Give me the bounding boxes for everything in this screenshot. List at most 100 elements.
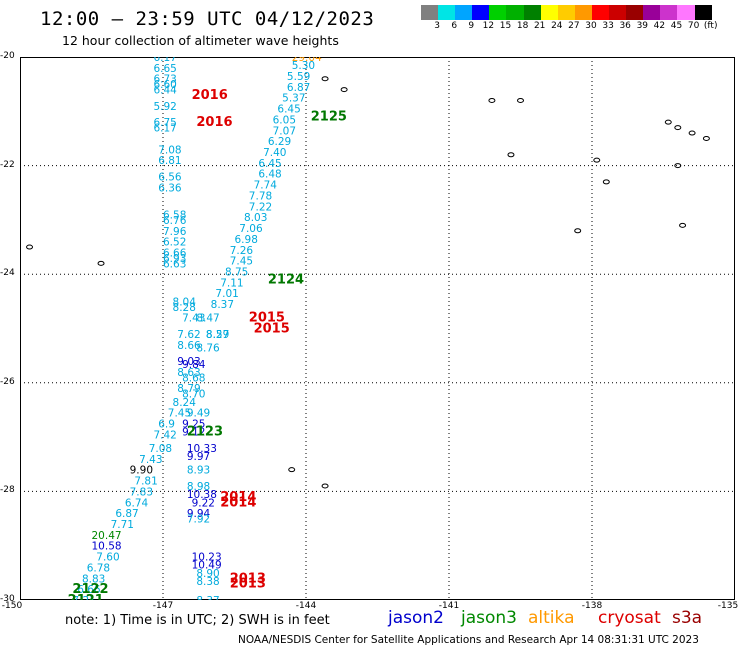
color-swatch bbox=[626, 5, 644, 20]
swh-value-track-b: 7.26 bbox=[230, 245, 254, 257]
mission-label: jason2 bbox=[388, 608, 444, 628]
island-outline bbox=[574, 228, 582, 234]
swh-value-track-c: 8.79 bbox=[177, 383, 200, 395]
pass-number-label: 2014 bbox=[220, 490, 256, 505]
island-outline bbox=[488, 97, 496, 103]
swh-value-track-b: 5.59 bbox=[287, 71, 310, 83]
swh-value-track-c: 8.37 bbox=[196, 595, 219, 600]
wave-height-map[interactable]: 6.176.656.736.606.445.926.756.177.086.81… bbox=[20, 57, 735, 600]
swh-value-track-c: 8.04 bbox=[173, 296, 197, 308]
pass-number-label: 2125 bbox=[311, 110, 347, 125]
swh-value-track-b: 29.04 bbox=[292, 57, 322, 64]
island-outline bbox=[593, 157, 601, 163]
swh-value-track-a: 6.65 bbox=[153, 63, 176, 75]
swh-value-track-c: 6.87 bbox=[115, 508, 138, 520]
color-scale-tick: 9 bbox=[468, 21, 475, 31]
mission-label: altika bbox=[528, 608, 575, 628]
swh-value-track-a: 6.44 bbox=[153, 85, 177, 97]
swh-value-track-b: 7.07 bbox=[273, 125, 296, 137]
footer-note: note: 1) Time is in UTC; 2) SWH is in fe… bbox=[65, 613, 330, 628]
swh-value-track-b: 7.45 bbox=[230, 256, 253, 268]
color-swatch bbox=[540, 5, 558, 20]
swh-value-track-a: 6.36 bbox=[158, 182, 182, 194]
color-scale-tick: 36 bbox=[619, 21, 631, 31]
swh-value-track-c: 9.49 bbox=[187, 408, 210, 420]
swh-value-track-b: 8.76 bbox=[196, 343, 220, 355]
swh-value-track-c: 6.66 bbox=[77, 584, 101, 596]
color-swatch bbox=[472, 5, 490, 20]
island-outline bbox=[679, 222, 687, 228]
island-outline bbox=[507, 152, 515, 158]
swh-value-track-b: 5.30 bbox=[292, 60, 315, 72]
swh-value-track-c: 7.21 bbox=[72, 595, 95, 600]
island-outline bbox=[288, 467, 296, 473]
latitude-tick: -30 bbox=[0, 594, 15, 604]
credit-line: NOAA/NESDIS Center for Satellite Applica… bbox=[238, 634, 699, 646]
swh-value-track-a: 6.93 bbox=[163, 253, 186, 265]
mission-label: cryosat bbox=[598, 608, 661, 628]
swh-value-track-c: 7.81 bbox=[134, 476, 157, 488]
swh-value-track-c: 8.38 bbox=[196, 576, 219, 588]
swh-value-track-b: 8.03 bbox=[244, 212, 267, 224]
latitude-tick: -28 bbox=[0, 485, 15, 496]
color-scale-tick: 70 bbox=[687, 21, 700, 31]
swh-value-track-c: 9.25 bbox=[182, 419, 205, 431]
swh-value-track-c: 8.27 bbox=[206, 329, 229, 341]
island-outline bbox=[602, 179, 610, 185]
swh-value-track-b: 7.22 bbox=[249, 201, 272, 213]
latitude-tick: -22 bbox=[0, 159, 15, 170]
swh-value-track-c: 7.83 bbox=[130, 486, 153, 498]
swh-value-track-a: 6.52 bbox=[163, 237, 186, 249]
swh-value-track-c: 9.94 bbox=[187, 508, 211, 520]
island-outline bbox=[702, 135, 710, 141]
color-scale-tick: 45 bbox=[670, 21, 683, 31]
pass-number-label: 2121 bbox=[68, 593, 104, 600]
color-swatch bbox=[438, 5, 456, 20]
color-scale-tick: 24 bbox=[551, 21, 563, 31]
longitude-tick: -144 bbox=[295, 601, 317, 611]
swh-value-track-a: 7.96 bbox=[163, 226, 187, 238]
longitude-tick: -141 bbox=[438, 601, 460, 611]
swh-value-track-a: 7.08 bbox=[158, 144, 181, 156]
latitude-tick: -20 bbox=[0, 51, 15, 61]
swh-value-track-a: 6.66 bbox=[163, 247, 187, 259]
color-swatch bbox=[557, 5, 575, 20]
map-border bbox=[20, 57, 735, 600]
color-scale-tick: (ft) bbox=[703, 21, 718, 31]
swh-value-track-c: 8.90 bbox=[196, 568, 219, 580]
color-scale-tick: 33 bbox=[602, 21, 614, 31]
pass-number-label: 2013 bbox=[230, 571, 266, 586]
swh-value-track-c: 8.70 bbox=[182, 389, 205, 401]
color-swatch bbox=[609, 5, 627, 20]
swh-value-track-c: 6.74 bbox=[125, 497, 149, 509]
swh-value-track-c: 8.63 bbox=[177, 367, 200, 379]
swh-value-track-c: 7.60 bbox=[96, 552, 119, 564]
swh-value-track-c: 10.38 bbox=[187, 489, 217, 501]
mission-label: s3a bbox=[672, 608, 703, 628]
mission-label: jason3 bbox=[461, 608, 517, 628]
swh-value-track-a: 6.81 bbox=[158, 155, 181, 167]
swh-value-track-c: 8.47 bbox=[196, 313, 219, 325]
color-scale-tick: 12 bbox=[482, 21, 495, 31]
swh-value-track-c: 8.66 bbox=[177, 340, 201, 352]
island-outline bbox=[340, 87, 348, 93]
color-swatch bbox=[523, 5, 541, 20]
color-scale-tick: 6 bbox=[451, 21, 458, 31]
swh-value-track-b: 7.01 bbox=[215, 288, 238, 300]
page-title: 12:00 – 23:59 UTC 04/12/2023 bbox=[40, 8, 375, 30]
color-scale-tick: 27 bbox=[568, 21, 580, 31]
swh-value-track-c: 9.22 bbox=[192, 497, 215, 509]
island-outline bbox=[674, 125, 682, 131]
swh-value-track-c: 8.98 bbox=[187, 481, 210, 493]
color-swatch bbox=[489, 5, 507, 20]
swh-value-track-c: 9.84 bbox=[182, 359, 206, 371]
latitude-tick: -24 bbox=[0, 268, 15, 279]
longitude-tick: -135 bbox=[717, 601, 739, 611]
swh-value-track-a: 6.75 bbox=[153, 117, 176, 129]
swh-value-track-c: 10.33 bbox=[187, 443, 217, 455]
swh-value-track-a: 6.73 bbox=[153, 74, 176, 86]
longitude-tick: -147 bbox=[152, 601, 174, 611]
island-outline bbox=[664, 119, 672, 125]
swh-value-track-b: 6.45 bbox=[277, 104, 300, 116]
island-outline bbox=[321, 483, 329, 489]
